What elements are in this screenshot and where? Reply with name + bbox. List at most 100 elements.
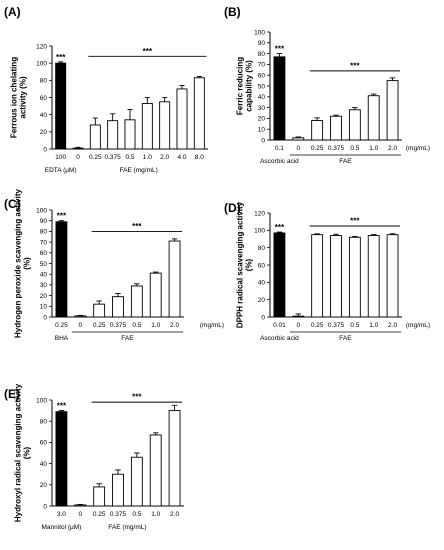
- y-tick-label: 0: [43, 146, 47, 153]
- x-unit-label: (mg/mL): [406, 145, 430, 152]
- x-tick-label: 0.5: [132, 322, 141, 329]
- bar: [386, 234, 399, 318]
- y-tick-label: 90: [40, 218, 48, 225]
- y-tick-label: 100: [36, 60, 47, 67]
- group-label: Mannitol (μM): [41, 524, 81, 531]
- x-tick-label: 0.5: [125, 154, 134, 161]
- y-tick-label: 80: [40, 78, 48, 85]
- significance-marker: ***: [132, 222, 142, 231]
- x-tick-label: 3.0: [57, 511, 66, 518]
- x-tick-label: 0.375: [110, 511, 127, 518]
- group-label: Ascorbic acid: [260, 158, 299, 165]
- x-tick-label: 0.375: [105, 154, 122, 161]
- chart-panel-c: (C) 0 10 20 30 40 50 60 70 80 90 100 Hydrogen peroxi…: [4, 188, 224, 342]
- significance-marker: ***: [57, 212, 67, 221]
- bar: [93, 486, 106, 507]
- y-tick-label: 60: [40, 440, 48, 447]
- x-tick-label: 0.5: [350, 322, 359, 329]
- panel-label: (B): [224, 5, 241, 19]
- significance-marker: ***: [275, 223, 285, 232]
- group-label: FAE (mg/mL): [108, 524, 146, 531]
- x-tick-label: 0.25: [93, 511, 106, 518]
- x-tick-label: 0: [78, 322, 82, 329]
- x-tick-label: 0: [296, 322, 300, 329]
- bar: [193, 77, 205, 150]
- bar: [348, 236, 361, 318]
- y-axis-label-line: capability (%): [245, 60, 254, 112]
- y-tick-label: 20: [40, 129, 48, 136]
- y-tick-label: 40: [258, 94, 266, 101]
- group-label: EDTA (μM): [45, 167, 77, 174]
- bar: [159, 101, 171, 150]
- panel-label: (A): [4, 5, 21, 19]
- y-axis-label-line: (%): [23, 257, 32, 270]
- y-axis-label: Hydrogen peroxide scavenging activity (%): [14, 188, 32, 337]
- x-tick-label: 0.25: [55, 322, 68, 329]
- bar: [168, 240, 181, 318]
- bar: [89, 124, 101, 150]
- bar: [311, 234, 324, 318]
- bar: [168, 410, 181, 507]
- x-tick-label: 0.25: [93, 322, 106, 329]
- bar: [367, 95, 380, 141]
- x-unit-label: (mg/mL): [406, 322, 430, 329]
- x-unit-label: (mg/mL): [200, 322, 224, 329]
- bar: [311, 120, 324, 141]
- y-axis-label-line: DPPH radical scavenging activity: [236, 201, 245, 328]
- y-tick-label: 20: [258, 297, 266, 304]
- y-axis-label-line: (%): [23, 446, 32, 459]
- bar: [112, 296, 124, 318]
- bar: [149, 434, 162, 507]
- y-tick-label: 0: [43, 503, 47, 510]
- group-label: Ascorbic acid: [260, 335, 299, 342]
- x-tick-label: 2.0: [160, 154, 169, 161]
- bar: [273, 56, 286, 141]
- y-tick-label: 40: [40, 272, 48, 279]
- y-tick-label: 10: [258, 127, 266, 134]
- y-tick-label: 70: [258, 62, 266, 69]
- y-axis-label-line: Hydrogen peroxide scavenging activity: [14, 188, 23, 337]
- significance-marker: ***: [275, 45, 285, 54]
- x-tick-label: 100: [55, 154, 66, 161]
- y-tick-label: 50: [258, 83, 266, 90]
- x-tick-label: 0.1: [275, 145, 284, 152]
- bar: [330, 115, 342, 141]
- x-tick-label: 0.375: [110, 322, 127, 329]
- x-tick-label: 0.25: [311, 145, 324, 152]
- y-tick-label: 70: [40, 239, 48, 246]
- bar: [386, 80, 399, 141]
- x-tick-label: 2.0: [388, 322, 397, 329]
- y-tick-label: 20: [40, 482, 48, 489]
- y-tick-label: 100: [254, 228, 265, 235]
- significance-marker: ***: [132, 393, 142, 402]
- significance-marker: ***: [56, 53, 66, 62]
- panel-label: (E): [4, 387, 20, 401]
- y-tick-label: 60: [40, 95, 48, 102]
- bar: [74, 315, 87, 318]
- y-tick-label: 0: [261, 137, 265, 144]
- chart-panel-b: (B) 0 10 20 30 40 50 60 70 80 90 100 Ferric reducing…: [224, 5, 430, 165]
- x-tick-label: 0.375: [328, 145, 345, 152]
- x-tick-label: 0: [296, 145, 300, 152]
- y-axis-label-line: activity (%): [19, 76, 28, 119]
- y-axis-label-line: Ferric reducing: [236, 57, 245, 115]
- bar: [330, 235, 342, 318]
- bar: [273, 232, 286, 318]
- y-tick-label: 30: [258, 105, 266, 112]
- x-tick-label: 2.0: [170, 322, 179, 329]
- y-axis-label: Ferric reducing capability (%): [236, 57, 254, 115]
- bar: [348, 109, 361, 141]
- y-tick-label: 100: [36, 397, 47, 404]
- significance-marker: ***: [143, 47, 153, 56]
- bar: [176, 88, 188, 150]
- y-axis-label: Ferrous ion chelating activity (%): [10, 57, 28, 138]
- bar: [55, 221, 68, 318]
- x-tick-label: 2.0: [388, 145, 397, 152]
- y-axis-label: DPPH radical scavenging activity (%): [236, 201, 254, 328]
- y-tick-label: 60: [258, 262, 266, 269]
- y-tick-label: 100: [36, 207, 47, 214]
- y-axis-label-line: (%): [245, 258, 254, 271]
- x-tick-label: 8.0: [195, 154, 204, 161]
- y-tick-label: 50: [40, 261, 48, 268]
